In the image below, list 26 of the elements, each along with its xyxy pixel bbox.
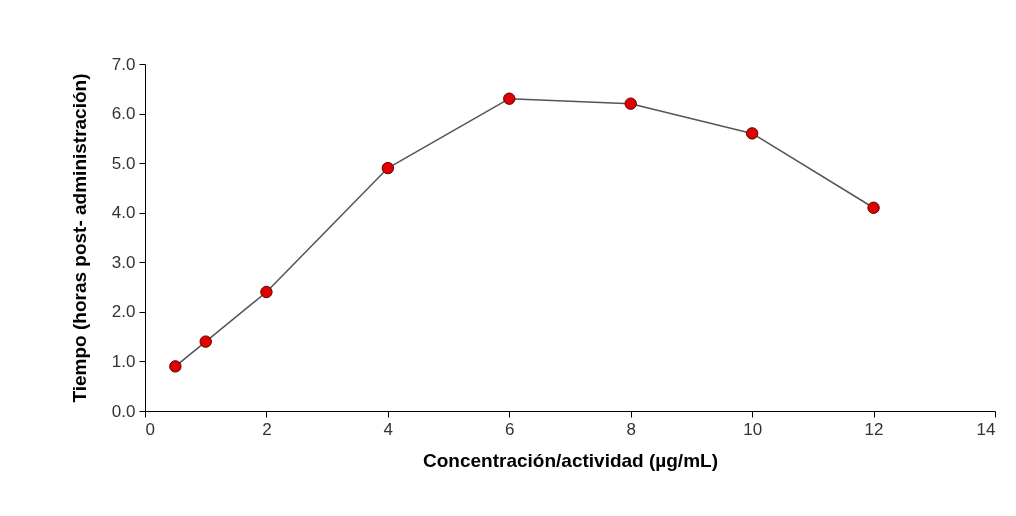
y-tick-label: 4.0 [111,203,136,223]
y-tick-label: 3.0 [111,252,136,272]
point [503,92,516,105]
y-tick-label: 7.0 [111,54,136,74]
y-tick-label: 6.0 [111,104,136,124]
x-tick-label: 6 [505,419,515,439]
x-axis-title: Concentración/actividad (µg/mL) [423,449,718,471]
point [745,127,759,140]
x-tick-label: 12 [864,419,884,439]
y-tick-label: 2.0 [111,302,136,322]
y-tick-label: 5.0 [111,153,136,173]
x-tick-label: 8 [626,419,636,439]
point [169,360,182,373]
x-tick-label: 0 [145,419,155,439]
y-tick-label: 0.0 [111,401,136,421]
point [381,161,395,175]
point [867,201,880,214]
y-tick-label: 1.0 [111,351,136,371]
point [624,97,637,110]
y-axis-title: Tiempo (horas post- administración) [68,73,90,403]
x-tick-label: 10 [743,419,763,439]
point [199,335,212,348]
point [260,285,273,299]
x-tick-label: 4 [383,419,394,439]
x-tick-label: 14 [976,419,996,439]
x-tick-label: 2 [262,419,272,439]
